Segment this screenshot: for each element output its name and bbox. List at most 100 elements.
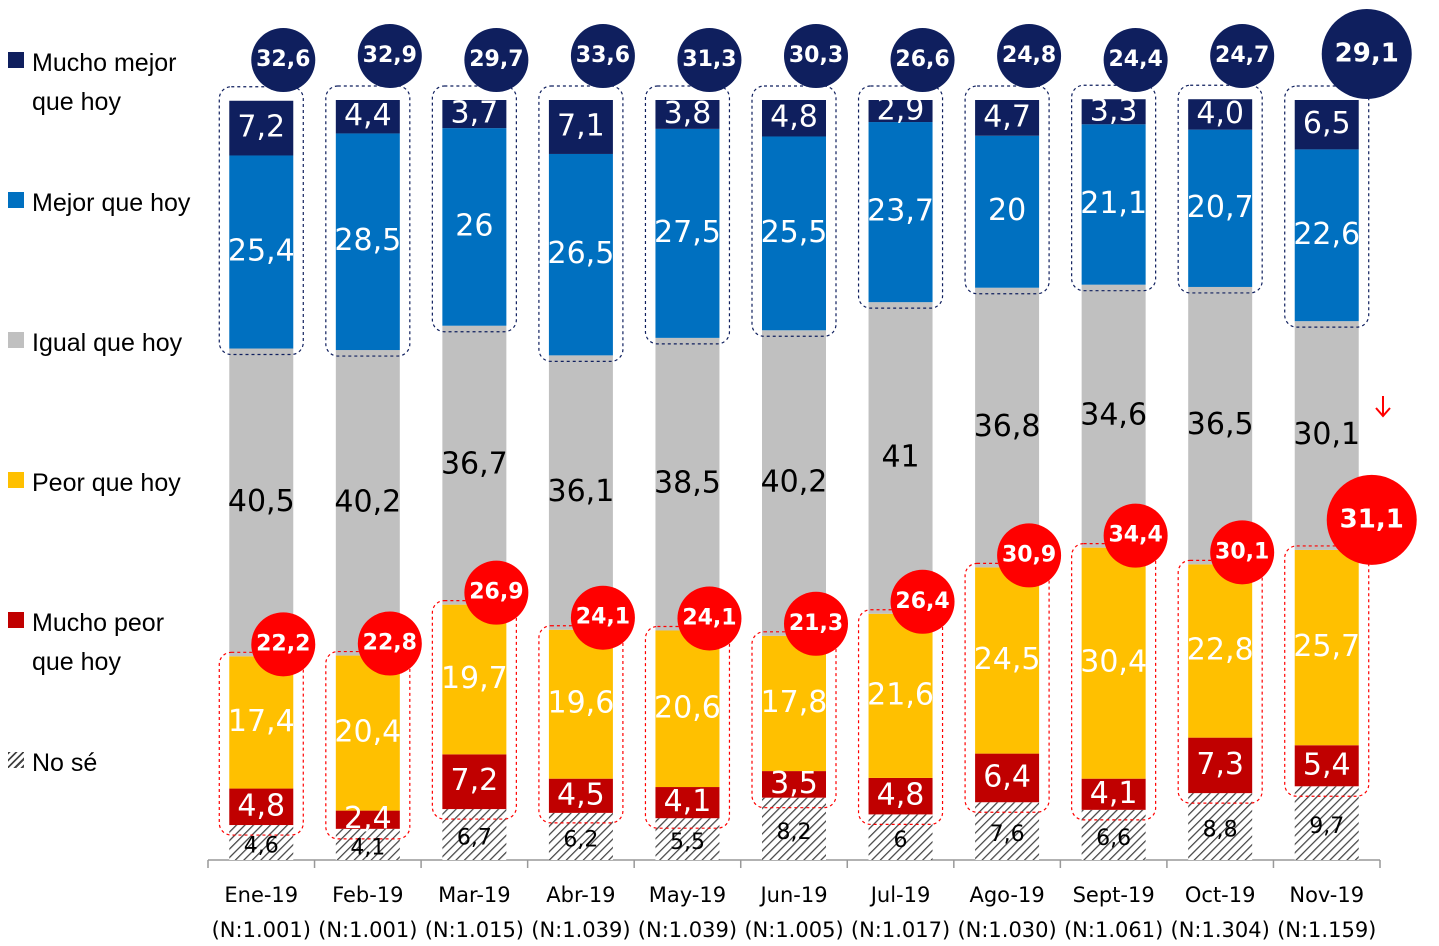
positive-total-label: 24,4: [1108, 47, 1162, 72]
negative-total-label: 24,1: [682, 605, 736, 630]
positive-total-label: 32,6: [256, 47, 310, 72]
bar-segment: [1188, 793, 1253, 860]
negative-total-label: 31,1: [1340, 504, 1404, 534]
value-label: 7,1: [557, 108, 605, 143]
value-label: 4,1: [664, 784, 712, 819]
value-label: 38,5: [654, 466, 721, 501]
positive-total-label: 26,6: [895, 47, 949, 72]
bar-segment: [655, 630, 720, 788]
value-label: 4,6: [244, 834, 279, 859]
bar-segment: [1081, 547, 1146, 779]
bar-segment: [762, 771, 826, 798]
x-tick-note: (N:1.061): [1064, 918, 1163, 942]
bar-segment: [655, 100, 720, 129]
value-label: 26: [455, 208, 493, 243]
bar-segment: [335, 810, 400, 829]
positive-group-box: [1177, 84, 1263, 294]
value-label: 30,1: [1293, 417, 1360, 452]
negative-total-label: 21,3: [789, 611, 843, 636]
x-tick-note: (N:1.015): [425, 918, 524, 942]
value-label: 2,9: [877, 93, 925, 128]
x-tick-note: (N:1.001): [318, 918, 417, 942]
negative-total-circle: [890, 569, 955, 634]
value-label: 7,3: [1196, 747, 1244, 782]
positive-group-box: [751, 85, 837, 337]
value-label: 23,7: [867, 194, 934, 229]
value-label: 4,8: [877, 778, 925, 813]
bar-segment: [335, 350, 400, 656]
bar-segment: [442, 604, 507, 755]
value-label: 4,8: [770, 100, 818, 135]
value-label: 17,4: [228, 704, 295, 739]
x-tick-label: Mar-19: [438, 883, 511, 907]
bar-segment: [1081, 124, 1146, 285]
legend-label: Mejor que hoy: [32, 189, 191, 217]
value-label: 22,6: [1293, 217, 1360, 252]
x-tick-label: Nov-19: [1289, 883, 1364, 907]
value-label: 4,1: [1090, 776, 1138, 811]
positive-group-box: [644, 85, 731, 345]
bar-segment: [548, 812, 613, 860]
value-label: 40,5: [228, 484, 295, 519]
value-label: 4,0: [1196, 96, 1244, 131]
x-tick-note: (N:1.017): [851, 918, 950, 942]
negative-total-label: 30,1: [1215, 539, 1269, 564]
value-label: 17,8: [761, 685, 828, 720]
bar-segment: [335, 100, 400, 134]
bar-segment: [229, 825, 294, 860]
value-label: 20,7: [1187, 190, 1254, 225]
value-label: 4,4: [344, 98, 392, 133]
down-arrow: [1375, 396, 1391, 418]
value-label: 3,8: [664, 96, 712, 131]
bar-segment: [1188, 564, 1253, 738]
bar-segment: [1294, 786, 1359, 860]
bar-segment: [868, 122, 933, 303]
bar-segment: [229, 788, 294, 826]
bar-segment: [1294, 149, 1359, 322]
x-tick-note: (N:1.030): [957, 918, 1056, 942]
value-label: 30,4: [1080, 645, 1147, 680]
bar-segment: [229, 100, 294, 156]
negative-total-label: 22,8: [363, 631, 417, 656]
value-label: 20: [988, 193, 1026, 228]
x-tick-note: (N:1.159): [1277, 918, 1376, 942]
value-label: 4,8: [237, 788, 285, 823]
value-label: 25,4: [228, 234, 295, 269]
legend-swatch: [8, 752, 24, 768]
value-label: 36,8: [974, 409, 1041, 444]
value-label: 6,4: [983, 759, 1031, 794]
bar-segment: [335, 828, 400, 860]
positive-total-label: 24,7: [1215, 43, 1269, 68]
bar-segment: [229, 155, 294, 349]
x-tick-label: Feb-19: [332, 883, 403, 907]
bar-segment: [1081, 778, 1146, 810]
value-label: 6,2: [563, 827, 598, 852]
positive-total-circle: [997, 24, 1062, 88]
legend-swatch: [8, 192, 24, 208]
negative-total-circle: [677, 586, 742, 651]
bar-segment: [548, 629, 613, 779]
negative-total-label: 34,4: [1108, 523, 1162, 548]
value-label: 6,6: [1096, 826, 1131, 851]
positive-group-box: [431, 85, 517, 333]
bar-segment: [1294, 100, 1359, 150]
negative-total-circle: [464, 560, 529, 625]
x-tick-label: Ago-19: [969, 883, 1044, 907]
bar-segment: [762, 330, 826, 636]
value-label: 8,2: [777, 820, 812, 845]
value-label: 7,2: [451, 763, 499, 798]
x-tick-note: (N:1.039): [638, 918, 737, 942]
x-tick-label: Oct-19: [1185, 883, 1256, 907]
bar-segment: [1294, 549, 1359, 746]
positive-group-box: [538, 85, 624, 362]
bar-segment: [1294, 745, 1359, 787]
bar-segment: [335, 133, 400, 351]
legend-swatch: [8, 52, 24, 68]
value-label: 3,3: [1090, 93, 1138, 128]
value-label: 40,2: [334, 484, 401, 519]
negative-total-circle: [1210, 520, 1275, 585]
value-label: 8,8: [1203, 818, 1238, 843]
negative-total-label: 22,2: [256, 631, 310, 656]
positive-group-box: [218, 86, 304, 356]
